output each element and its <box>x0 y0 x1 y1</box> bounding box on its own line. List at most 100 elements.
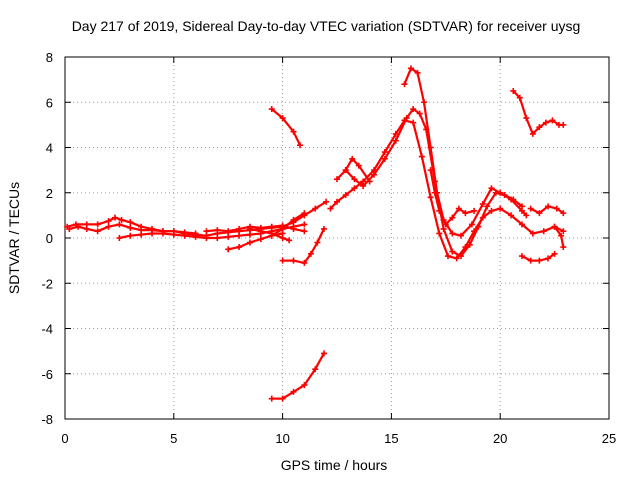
series-line <box>329 119 565 260</box>
data-point <box>75 223 82 230</box>
data-point <box>471 207 478 214</box>
data-point <box>286 237 293 244</box>
y-tick-label: 8 <box>46 50 53 65</box>
data-point <box>94 228 101 235</box>
data-point <box>66 225 73 232</box>
chart-title: Day 217 of 2019, Sidereal Day-to-day VTE… <box>72 18 581 34</box>
data-point <box>334 198 340 205</box>
data-point <box>181 232 188 239</box>
series-arc-16 <box>510 87 567 137</box>
data-point <box>355 162 362 169</box>
data-point <box>320 350 327 357</box>
series-line <box>270 352 325 400</box>
data-point <box>290 216 297 223</box>
series-arc-15 <box>427 167 478 228</box>
series-arc-17 <box>527 203 567 217</box>
series-line <box>66 200 328 237</box>
data-point <box>416 110 423 117</box>
data-point <box>468 221 475 228</box>
series-arc-10 <box>279 225 327 266</box>
data-point <box>510 87 517 94</box>
series-arc-18 <box>518 250 558 264</box>
data-point <box>366 178 373 185</box>
data-point <box>290 388 297 395</box>
data-point <box>301 210 308 217</box>
series-line <box>344 157 371 183</box>
series-arc-14 <box>342 155 373 185</box>
data-point <box>138 231 145 238</box>
data-point <box>342 167 349 174</box>
data-point <box>549 117 556 124</box>
data-point <box>203 235 210 241</box>
y-tick-label: 6 <box>46 95 53 110</box>
data-point <box>323 198 330 205</box>
data-point <box>116 221 123 228</box>
data-point <box>112 214 119 221</box>
data-point <box>560 121 567 128</box>
data-point <box>342 192 349 199</box>
data-point <box>392 130 399 137</box>
y-tick-label: -4 <box>41 322 53 337</box>
data-point <box>312 366 319 373</box>
y-tick-label: -6 <box>41 367 53 382</box>
data-point <box>518 221 525 228</box>
data-point <box>268 223 275 230</box>
data-point <box>518 253 525 260</box>
data-point <box>297 142 304 149</box>
data-point <box>518 207 525 214</box>
data-point <box>436 230 443 237</box>
data-point <box>312 205 319 212</box>
data-point <box>392 137 399 144</box>
data-point <box>529 130 536 137</box>
y-axis-label: SDTVAR / TECUs <box>6 182 22 294</box>
series-line <box>529 205 565 215</box>
series-line <box>205 224 306 233</box>
data-point <box>159 230 166 237</box>
data-point <box>479 201 486 208</box>
data-point <box>431 189 438 196</box>
data-point <box>301 228 308 235</box>
data-point <box>551 223 558 230</box>
data-point <box>257 228 264 235</box>
gridlines <box>65 57 609 419</box>
data-point <box>214 227 221 234</box>
data-point <box>279 395 286 402</box>
y-tick-label: 4 <box>46 141 53 156</box>
data-series <box>64 65 567 402</box>
data-point <box>257 236 264 243</box>
y-tick-label: -8 <box>41 412 53 427</box>
data-point <box>444 253 451 260</box>
data-point <box>542 119 549 126</box>
series-line <box>270 212 306 237</box>
data-point <box>560 228 567 235</box>
data-point <box>529 230 536 237</box>
data-point <box>290 225 297 232</box>
data-point <box>516 94 523 101</box>
data-point <box>83 225 90 232</box>
data-point <box>403 115 410 122</box>
data-point <box>401 81 408 88</box>
data-point <box>523 115 530 122</box>
data-point <box>540 228 547 235</box>
data-point <box>127 232 134 239</box>
series-arc-19 <box>551 223 567 251</box>
data-point <box>466 241 473 248</box>
series-arc-2 <box>66 221 199 237</box>
data-point <box>558 232 565 239</box>
series-line <box>520 252 556 262</box>
data-point <box>484 203 491 210</box>
data-point <box>453 255 460 262</box>
y-tick-label: 2 <box>46 186 53 201</box>
data-point <box>192 233 199 240</box>
data-point <box>427 194 434 201</box>
data-point <box>458 253 465 260</box>
data-point <box>553 205 560 212</box>
data-point <box>225 228 232 235</box>
x-tick-label: 25 <box>602 431 616 446</box>
data-point <box>203 228 210 235</box>
data-point <box>290 128 297 135</box>
x-tick-label: 10 <box>275 431 289 446</box>
data-point <box>458 232 465 239</box>
data-point <box>94 221 101 228</box>
data-point <box>320 225 327 232</box>
